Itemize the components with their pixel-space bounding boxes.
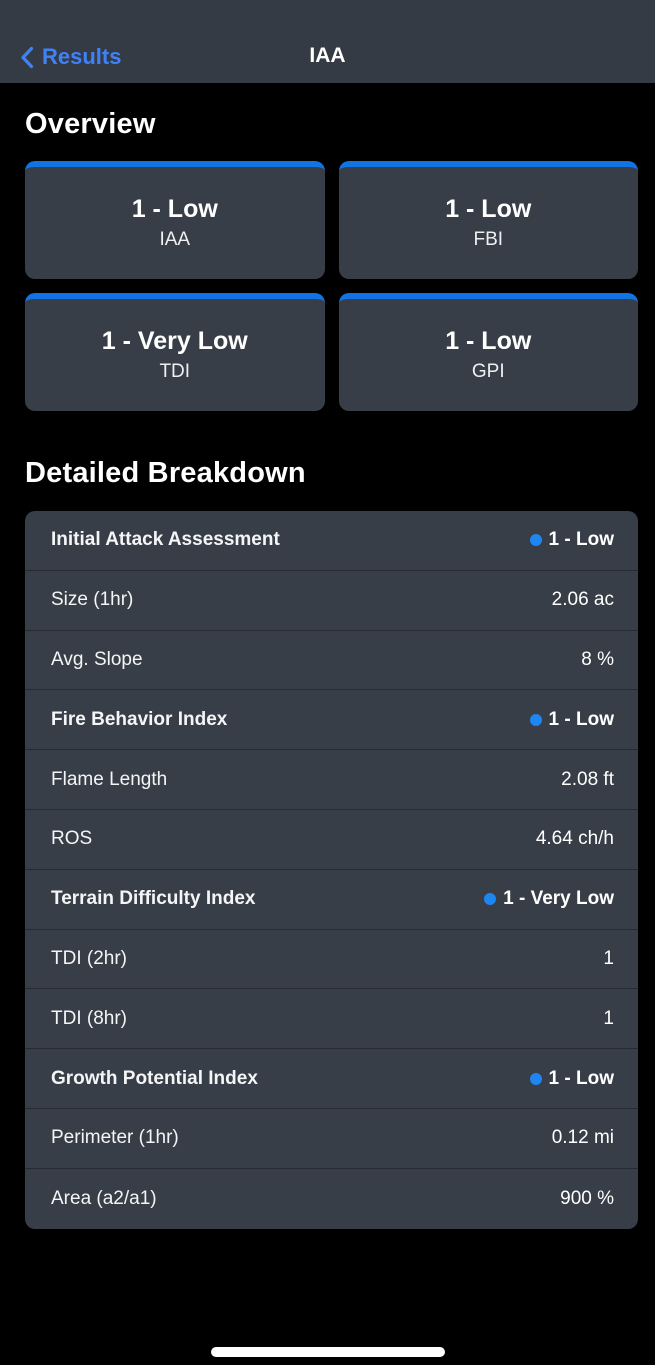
row-value: 1 - Low — [548, 529, 614, 551]
rating-dot-icon — [529, 713, 542, 726]
card-rating: 1 - Low — [445, 327, 532, 355]
card-rating: 1 - Very Low — [101, 327, 248, 355]
back-button-label: Results — [42, 44, 122, 69]
breakdown-row-avg-slope: Avg. Slope 8 % — [25, 631, 638, 691]
card-label: TDI — [159, 361, 191, 382]
row-label: TDI (8hr) — [51, 1007, 127, 1029]
row-value: 0.12 mi — [551, 1127, 614, 1149]
row-label: TDI (2hr) — [51, 947, 127, 969]
breakdown-row-area-a2-a1: Area (a2/a1) 900 % — [25, 1169, 638, 1229]
row-value: 1 — [603, 947, 614, 969]
row-label: Size (1hr) — [51, 589, 134, 611]
home-indicator[interactable] — [210, 1347, 445, 1357]
row-label: Terrain Difficulty Index — [51, 888, 256, 910]
row-value: 1 - Low — [548, 1067, 614, 1089]
breakdown-row-ros: ROS 4.64 ch/h — [25, 810, 638, 870]
page-title: IAA — [309, 44, 346, 67]
row-value: 1 - Very Low — [503, 888, 614, 910]
row-label: Area (a2/a1) — [51, 1187, 157, 1209]
overview-card-tdi: 1 - Very Low TDI — [25, 293, 325, 411]
card-rating: 1 - Low — [445, 195, 532, 223]
card-rating: 1 - Low — [131, 195, 218, 223]
overview-heading: Overview — [25, 108, 156, 140]
row-label: Avg. Slope — [51, 648, 143, 670]
rating-dot-icon — [529, 534, 542, 547]
row-value: 4.64 ch/h — [535, 828, 614, 850]
breakdown-row-initial-attack-assessment: Initial Attack Assessment 1 - Low — [25, 511, 638, 571]
chevron-left-icon — [20, 46, 34, 69]
row-value: 8 % — [581, 648, 614, 670]
breakdown-heading: Detailed Breakdown — [25, 457, 306, 489]
rating-dot-icon — [529, 1072, 542, 1085]
card-label: FBI — [473, 229, 504, 250]
row-label: Fire Behavior Index — [51, 708, 228, 730]
row-label: Growth Potential Index — [51, 1067, 258, 1089]
row-value: 1 — [603, 1007, 614, 1029]
card-label: IAA — [159, 229, 191, 250]
row-label: Perimeter (1hr) — [51, 1127, 179, 1149]
breakdown-row-tdi-2hr: TDI (2hr) 1 — [25, 930, 638, 990]
nav-bar: Results IAA — [0, 0, 655, 83]
overview-card-gpi: 1 - Low GPI — [338, 293, 638, 411]
card-label: GPI — [471, 361, 505, 382]
breakdown-row-growth-potential-index: Growth Potential Index 1 - Low — [25, 1049, 638, 1109]
row-value: 2.06 ac — [551, 589, 614, 611]
row-label: ROS — [51, 828, 93, 850]
breakdown-row-fire-behavior-index: Fire Behavior Index 1 - Low — [25, 690, 638, 751]
breakdown-row-perimeter-1hr: Perimeter (1hr) 0.12 mi — [25, 1109, 638, 1169]
row-label: Initial Attack Assessment — [51, 529, 280, 551]
back-button[interactable]: Results — [20, 44, 121, 70]
breakdown-row-size-1hr: Size (1hr) 2.06 ac — [25, 571, 638, 631]
rating-dot-icon — [484, 893, 497, 906]
row-value: 1 - Low — [548, 708, 614, 730]
breakdown-row-tdi-8hr: TDI (8hr) 1 — [25, 989, 638, 1050]
breakdown-row-flame-length: Flame Length 2.08 ft — [25, 750, 638, 810]
overview-card-iaa: 1 - Low IAA — [25, 161, 325, 279]
breakdown-card: Initial Attack Assessment 1 - Low Size (… — [25, 511, 638, 1229]
row-label: Flame Length — [51, 768, 168, 790]
overview-card-grid: 1 - Low IAA 1 - Low FBI 1 - Very Low TDI… — [0, 161, 655, 411]
overview-card-fbi: 1 - Low FBI — [338, 161, 638, 279]
row-value: 900 % — [560, 1187, 614, 1209]
row-value: 2.08 ft — [561, 768, 614, 790]
breakdown-row-terrain-difficulty-index: Terrain Difficulty Index 1 - Very Low — [25, 870, 638, 930]
